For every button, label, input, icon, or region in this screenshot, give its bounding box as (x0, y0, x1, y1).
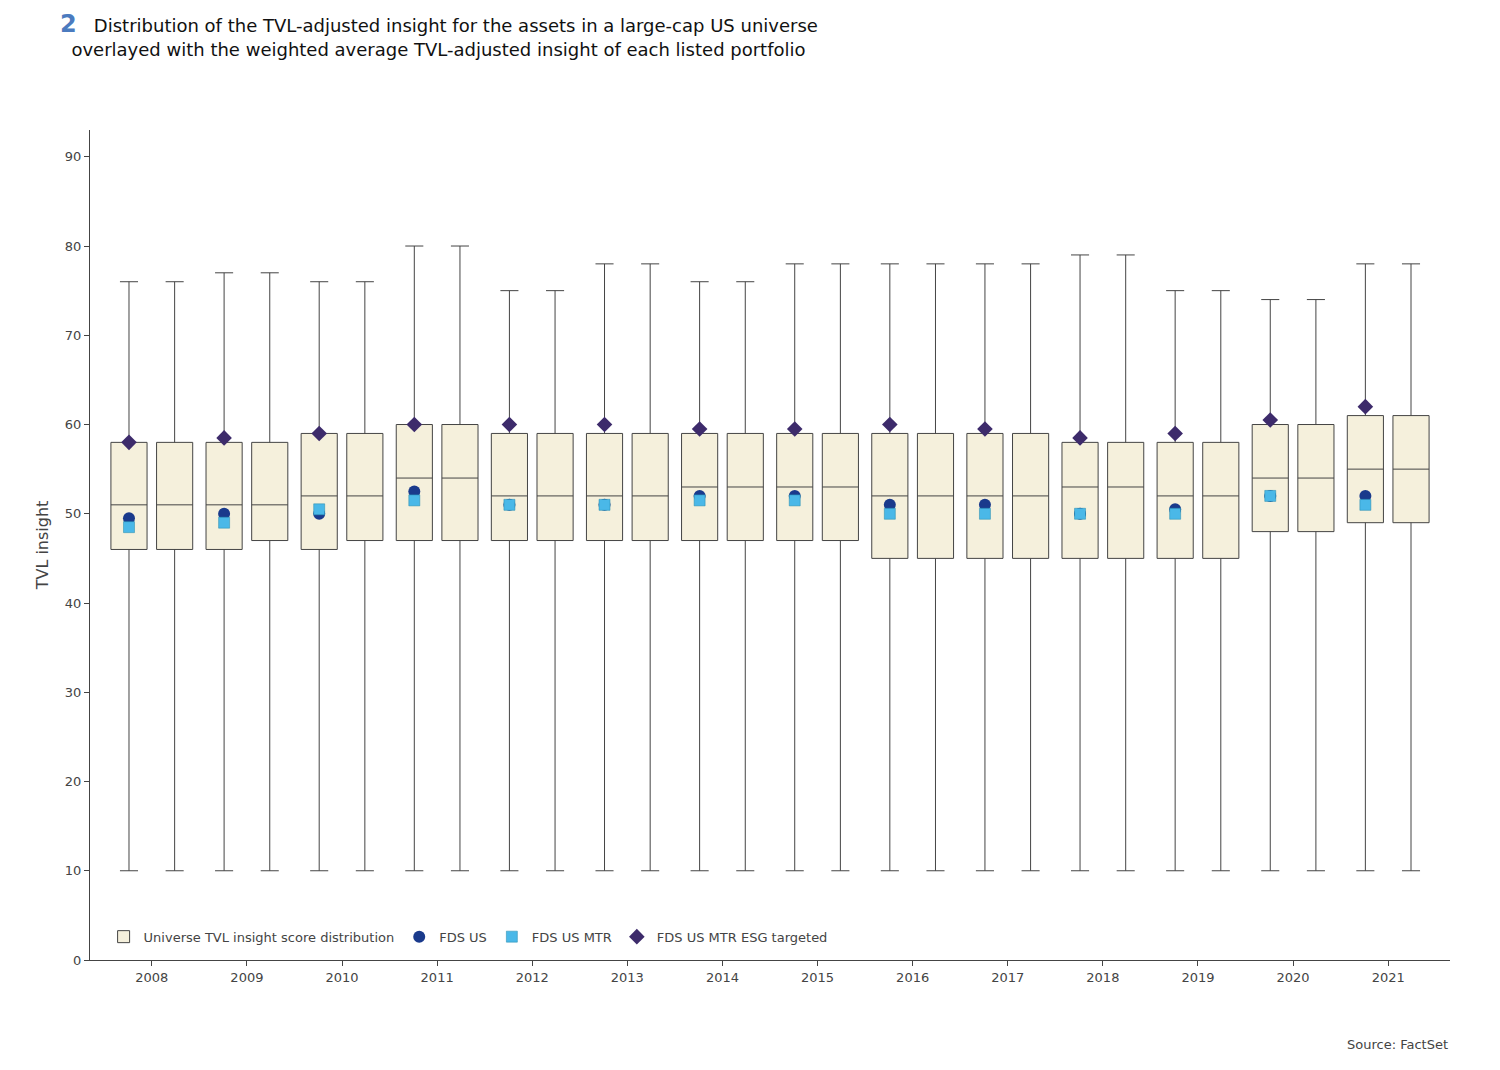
svg-text:80: 80 (65, 239, 82, 254)
svg-text:2012: 2012 (516, 970, 549, 985)
svg-text:40: 40 (65, 596, 82, 611)
svg-text:2 Distribution of the TVL-ad: 2 Distribution of the TVL-adjusted insig… (60, 10, 818, 59)
svg-text:FDS US: FDS US (439, 930, 487, 945)
svg-text:2017: 2017 (991, 970, 1024, 985)
svg-text:20: 20 (65, 774, 82, 789)
svg-text:2020: 2020 (1277, 970, 1310, 985)
svg-text:30: 30 (65, 685, 82, 700)
svg-text:2016: 2016 (896, 970, 929, 985)
svg-text:FDS US MTR ESG targeted: FDS US MTR ESG targeted (657, 930, 828, 945)
svg-text:2008: 2008 (135, 970, 168, 985)
svg-text:2021: 2021 (1372, 970, 1405, 985)
svg-text:2018: 2018 (1086, 970, 1119, 985)
svg-text:0: 0 (73, 953, 81, 968)
svg-text:2014: 2014 (706, 970, 739, 985)
svg-text:TVL insight: TVL insight (33, 501, 52, 591)
svg-text:Source: FactSet: Source: FactSet (1347, 1037, 1448, 1052)
svg-text:50: 50 (65, 506, 82, 521)
svg-text:2019: 2019 (1181, 970, 1214, 985)
svg-text:2009: 2009 (230, 970, 263, 985)
svg-text:60: 60 (65, 417, 82, 432)
svg-text:2011: 2011 (421, 970, 454, 985)
svg-text:Universe TVL insight score dis: Universe TVL insight score distribution (144, 930, 395, 945)
svg-text:90: 90 (65, 149, 82, 164)
svg-text:FDS US MTR: FDS US MTR (532, 930, 612, 945)
svg-text:70: 70 (65, 328, 82, 343)
svg-text:2010: 2010 (325, 970, 358, 985)
svg-text:2015: 2015 (801, 970, 834, 985)
svg-text:2013: 2013 (611, 970, 644, 985)
svg-text:10: 10 (65, 863, 82, 878)
